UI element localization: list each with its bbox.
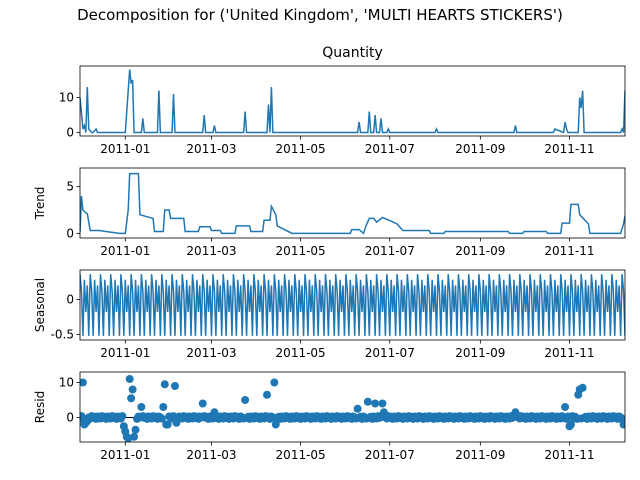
resid-point [80, 378, 87, 387]
resid-point [160, 380, 169, 389]
y-axis-label: Seasonal [33, 278, 47, 332]
x-tick-label: 2011-07 [365, 142, 415, 156]
resid-point [363, 397, 372, 406]
resid-point [198, 399, 207, 408]
plot-area [80, 172, 625, 235]
x-tick-label: 2011-09 [455, 142, 505, 156]
resid-point [137, 403, 146, 411]
plot-area [80, 69, 625, 134]
panel-4: 2011-01 2011-03 2011-05 2011-07 2011-09 2011-… [33, 371, 626, 462]
x-tick-label: 2011-07 [365, 346, 415, 360]
x-tick-label: 2011-03 [186, 142, 236, 156]
series-line [80, 274, 625, 336]
y-axis-label: Trend [33, 187, 47, 221]
plot-area [80, 274, 625, 336]
figure-title: Decomposition for ('United Kingdom', 'MU… [77, 6, 563, 24]
series-line [80, 69, 625, 134]
resid-point [130, 432, 139, 441]
resid-point [621, 418, 625, 427]
x-tick-label: 2011-03 [186, 346, 236, 360]
y-tick-label: 5 [66, 180, 74, 194]
y-axis-label: Resid [33, 391, 47, 423]
axes-frame [79, 65, 626, 137]
x-tick-label: 2011-03 [186, 244, 236, 258]
resid-point [561, 403, 570, 411]
x-tick-label: 2011-05 [276, 448, 326, 462]
resid-point [271, 420, 280, 429]
resid-point [80, 412, 86, 421]
x-tick-label: 2011-11 [544, 142, 594, 156]
y-tick-label: 0 [66, 292, 74, 306]
axes-frame [79, 269, 626, 341]
y-tick-label: 0 [66, 411, 74, 425]
x-tick-label: 2011-09 [455, 448, 505, 462]
resid-point [127, 394, 136, 403]
x-tick-label: 2011-11 [544, 448, 594, 462]
x-tick-label: 2011-03 [186, 448, 236, 462]
x-tick-label: 2011-01 [100, 346, 150, 360]
y-tick-label: 0 [66, 126, 74, 140]
x-tick-label: 2011-01 [100, 142, 150, 156]
resid-point [241, 396, 250, 404]
resid-point [378, 399, 387, 408]
resid-point [578, 383, 587, 392]
resid-point [131, 425, 140, 434]
resid-point [125, 375, 134, 383]
panel-1: 2011-01 2011-03 2011-05 2011-07 2011-09 2011-… [59, 45, 626, 156]
x-tick-label: 2011-09 [455, 244, 505, 258]
x-tick-label: 2011-11 [544, 244, 594, 258]
resid-point [118, 412, 127, 421]
resid-point [263, 390, 272, 399]
panel-3: 2011-01 2011-03 2011-05 2011-07 2011-09 2011-… [33, 269, 626, 360]
panel-title: Quantity [322, 45, 383, 61]
resid-point [163, 420, 172, 429]
resid-point [157, 414, 166, 423]
axes-frame [79, 371, 626, 443]
x-tick-label: 2011-07 [365, 448, 415, 462]
resid-point [128, 385, 137, 394]
resid-point [566, 420, 575, 429]
y-tick-label: 10 [59, 91, 74, 105]
y-tick-label: 0 [66, 226, 74, 240]
resid-point [371, 399, 380, 408]
series-line [80, 172, 625, 235]
resid-point [353, 404, 362, 413]
resid-point [270, 378, 279, 387]
resid-point [159, 403, 168, 411]
x-tick-label: 2011-11 [544, 346, 594, 360]
axes-frame [79, 167, 626, 239]
x-tick-label: 2011-05 [276, 142, 326, 156]
x-tick-label: 2011-01 [100, 448, 150, 462]
x-tick-label: 2011-09 [455, 346, 505, 360]
x-tick-label: 2011-05 [276, 346, 326, 360]
panel-2: 2011-01 2011-03 2011-05 2011-07 2011-09 2011-… [33, 167, 626, 258]
y-tick-label: -0.5 [51, 327, 74, 341]
x-tick-label: 2011-05 [276, 244, 326, 258]
resid-point [170, 382, 179, 390]
y-tick-label: 10 [59, 376, 74, 390]
x-tick-label: 2011-07 [365, 244, 415, 258]
plot-area [80, 375, 625, 442]
x-tick-label: 2011-01 [100, 244, 150, 258]
